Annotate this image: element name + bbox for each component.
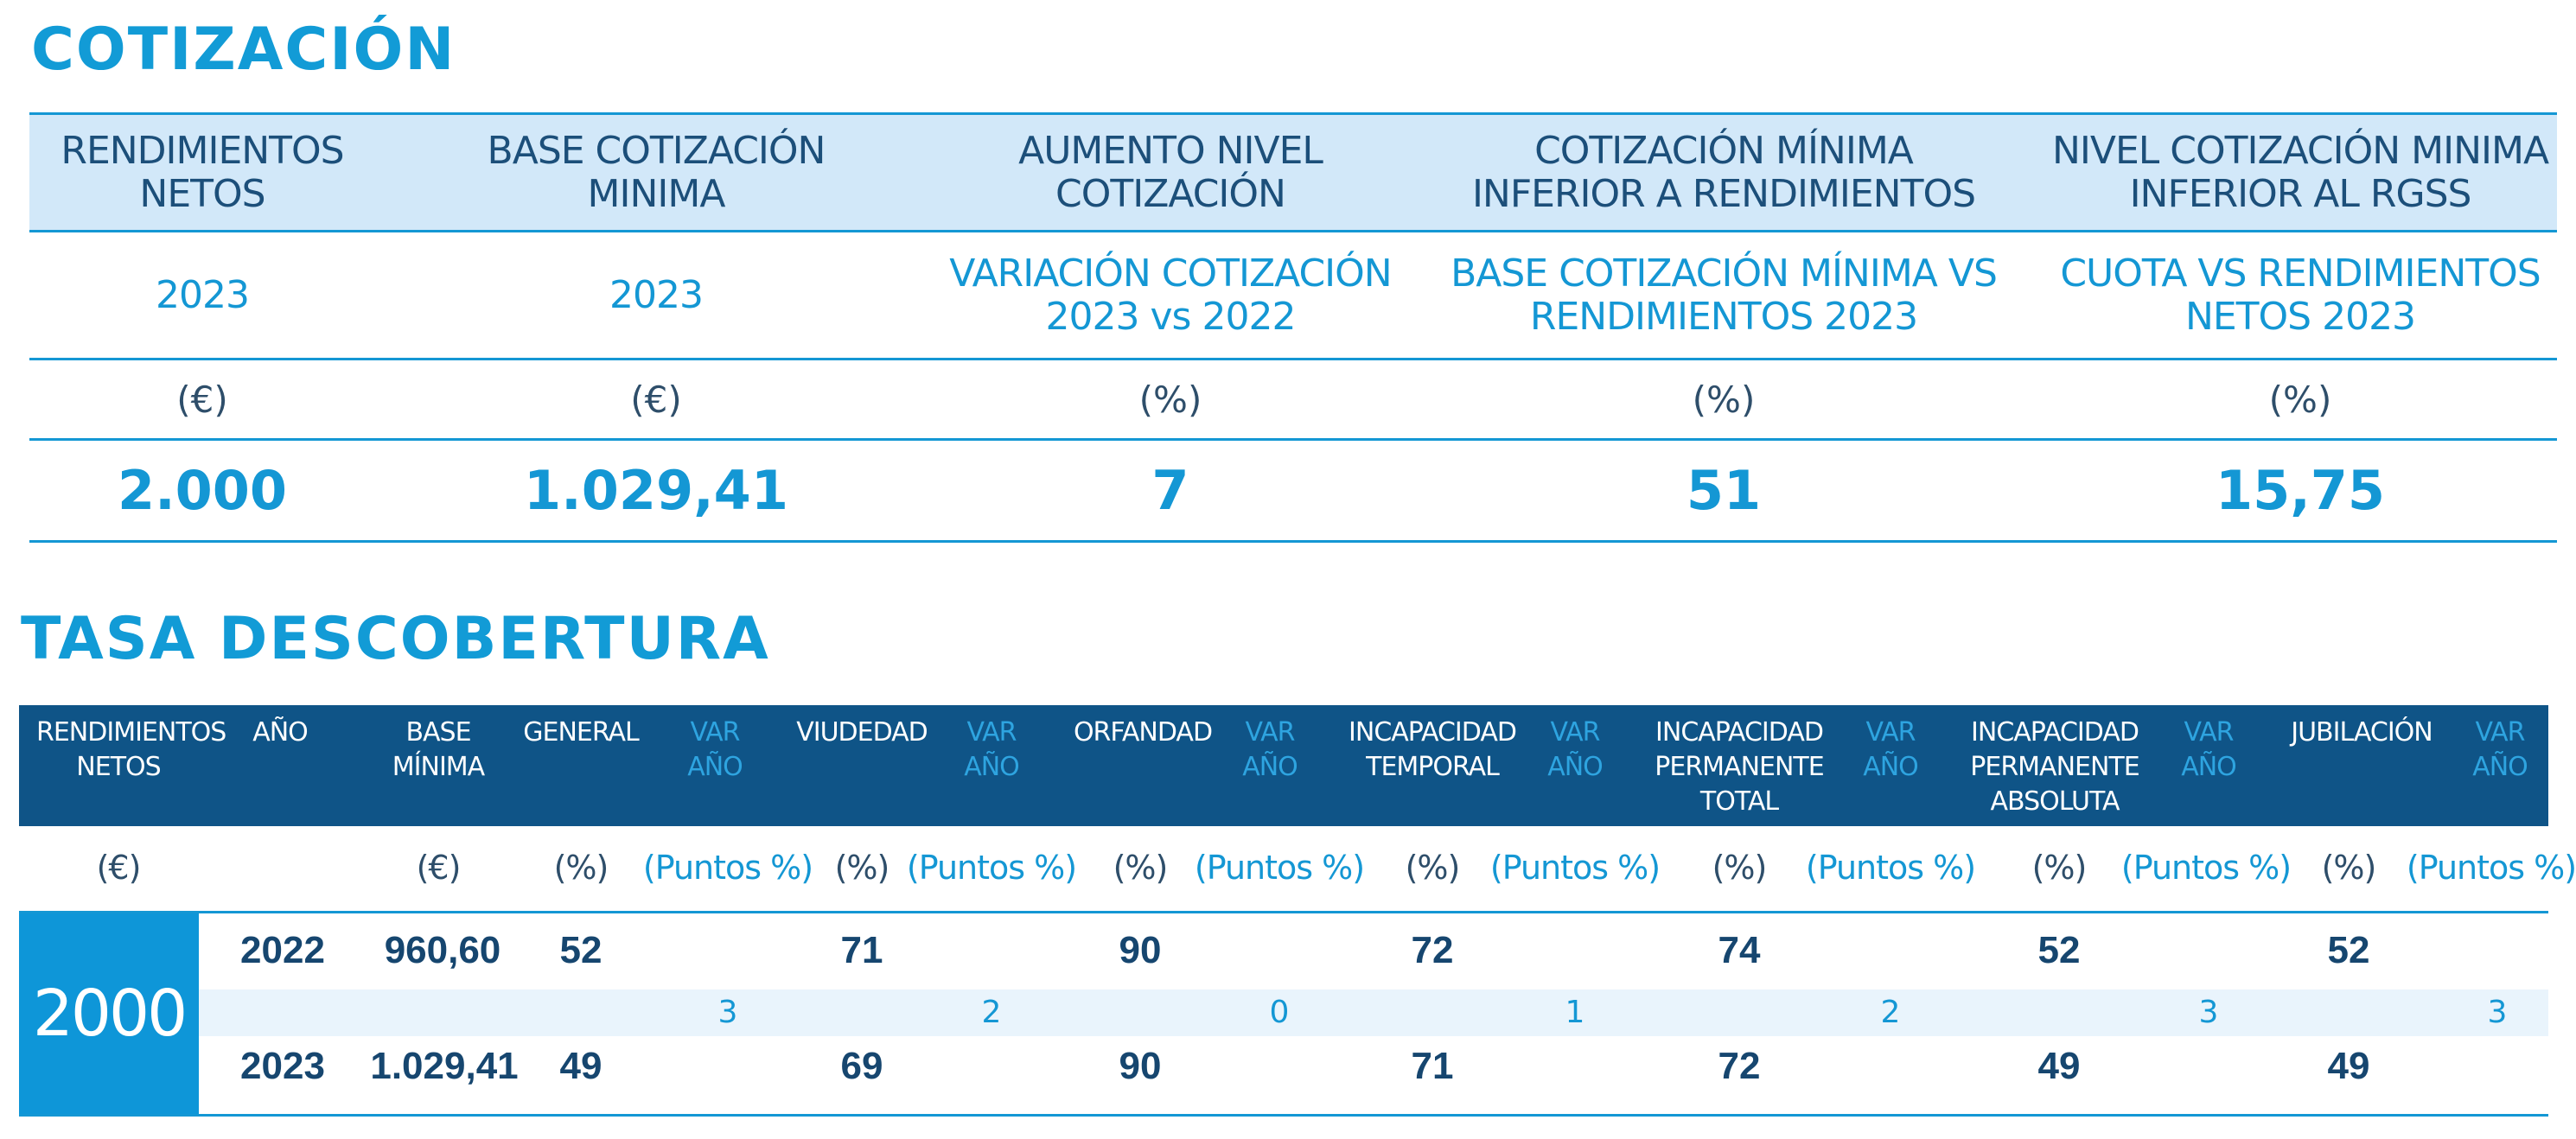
value-base-minima: 1.029,41 xyxy=(524,459,788,522)
row-2022-it: 72 xyxy=(1411,929,1454,971)
header-var-anio: VAR AÑO xyxy=(2472,717,2528,782)
var-ipt: 2 xyxy=(1880,995,1901,1030)
header-jubilacion: JUBILACIÓN xyxy=(2291,717,2433,748)
tasa-title: TASA DESCOBERTURA xyxy=(21,605,770,673)
variation-band xyxy=(199,989,2548,1036)
row-2022-general: 52 xyxy=(559,929,603,971)
row-2023-viudedad: 69 xyxy=(840,1045,883,1087)
row-2022-jubilacion: 52 xyxy=(2327,929,2370,971)
sub-rendimientos: 2023 xyxy=(156,272,250,317)
row-2023-orfandad: 90 xyxy=(1119,1045,1162,1087)
row-2022-ipa: 52 xyxy=(2037,929,2081,971)
unit-cell: (%) xyxy=(2268,378,2332,421)
cotizacion-title: COTIZACIÓN xyxy=(31,16,456,84)
header-cotizacion-minima-inferior: COTIZACIÓN MÍNIMA INFERIOR A RENDIMIENTOS xyxy=(1471,128,1976,216)
header-incapacidad-temporal: INCAPACIDAD TEMPORAL xyxy=(1349,717,1517,782)
row-2022-viudedad: 71 xyxy=(840,929,883,971)
header-general: GENERAL xyxy=(523,717,639,748)
unit-pct: (%) xyxy=(1405,849,1461,887)
value-aumento: 7 xyxy=(1151,459,1189,522)
header-orfandad: ORFANDAD xyxy=(1073,717,1213,748)
unit-puntos: (Puntos %) xyxy=(906,849,1077,887)
value-nivel-cotizacion: 15,75 xyxy=(2215,459,2386,522)
row-2023-it: 71 xyxy=(1411,1045,1454,1087)
unit-euro: (€) xyxy=(96,849,142,887)
tasa-units-row: (€) (€) (%) (Puntos %) (%) (Puntos %) (%… xyxy=(19,826,2576,913)
header-base-minima: BASE MÍNIMA xyxy=(392,717,485,782)
tasa-body: 2000 2022 960,60 52 71 90 72 74 52 52 3 … xyxy=(19,913,2548,1117)
header-rendimientos-netos: RENDIMIENTOS NETOS xyxy=(36,717,226,782)
cotizacion-values-row: 2.000 1.029,41 7 51 15,75 xyxy=(29,441,2557,543)
unit-cell: (€) xyxy=(630,378,682,421)
unit-cell: (€) xyxy=(176,378,228,421)
sub-cuota-vs-rendimientos: CUOTA VS RENDIMIENTOS NETOS 2023 xyxy=(2060,251,2541,339)
unit-cell: (%) xyxy=(1692,378,1756,421)
header-var-anio: VAR AÑO xyxy=(2181,717,2237,782)
cotizacion-subheader-row: 2023 2023 VARIACIÓN COTIZACIÓN 2023 vs 20… xyxy=(29,232,2557,360)
unit-pct: (%) xyxy=(2031,849,2088,887)
var-orfandad: 0 xyxy=(1269,995,1290,1030)
header-var-anio: VAR AÑO xyxy=(1242,717,1298,782)
unit-puntos: (Puntos %) xyxy=(2120,849,2292,887)
var-general: 3 xyxy=(717,995,738,1030)
row-2023-base: 1.029,41 xyxy=(370,1045,519,1087)
unit-pct: (%) xyxy=(2321,849,2377,887)
header-rendimientos-netos: RENDIMIENTOS NETOS xyxy=(61,128,344,216)
row-2023-general: 49 xyxy=(559,1045,603,1087)
unit-euro: (€) xyxy=(416,849,462,887)
tasa-table: RENDIMIENTOS NETOS AÑO BASE MÍNIMA GENERAL… xyxy=(19,705,2576,1117)
tasa-header-row: RENDIMIENTOS NETOS AÑO BASE MÍNIMA GENERAL… xyxy=(19,705,2548,826)
row-2023-jubilacion: 49 xyxy=(2327,1045,2370,1087)
header-var-anio: VAR AÑO xyxy=(687,717,743,782)
unit-puntos: (Puntos %) xyxy=(2406,849,2576,887)
rendimientos-label: 2000 xyxy=(19,913,199,1114)
row-2023-ipa: 49 xyxy=(2037,1045,2081,1087)
row-2022-ipt: 74 xyxy=(1718,929,1761,971)
unit-puntos: (Puntos %) xyxy=(642,849,813,887)
unit-puntos: (Puntos %) xyxy=(1194,849,1365,887)
cotizacion-table: RENDIMIENTOS NETOS BASE COTIZACIÓN MINIMA … xyxy=(29,112,2557,543)
row-2023-ipt: 72 xyxy=(1718,1045,1761,1087)
cotizacion-units-row: (€) (€) (%) (%) (%) xyxy=(29,360,2557,441)
cotizacion-header-row: RENDIMIENTOS NETOS BASE COTIZACIÓN MINIMA … xyxy=(29,112,2557,232)
var-it: 1 xyxy=(1565,995,1585,1030)
row-2022-orfandad: 90 xyxy=(1119,929,1162,971)
header-var-anio: VAR AÑO xyxy=(964,717,1020,782)
sub-variacion: VARIACIÓN COTIZACIÓN 2023 vs 2022 xyxy=(949,251,1392,339)
header-anio: AÑO xyxy=(252,717,309,748)
header-viudedad: VIUDEDAD xyxy=(796,717,928,748)
value-cotizacion-minima: 51 xyxy=(1686,459,1762,522)
header-incapacidad-permanente-absoluta: INCAPACIDAD PERMANENTE ABSOLUTA xyxy=(1970,717,2139,817)
unit-cell: (%) xyxy=(1138,378,1202,421)
unit-pct: (%) xyxy=(834,849,890,887)
row-2022-base: 960,60 xyxy=(384,929,501,971)
header-var-anio: VAR AÑO xyxy=(1863,717,1919,782)
var-ipa: 3 xyxy=(2198,995,2219,1030)
var-jubilacion: 3 xyxy=(2487,995,2508,1030)
unit-puntos: (Puntos %) xyxy=(1805,849,1976,887)
value-rendimientos: 2.000 xyxy=(117,459,288,522)
row-2023-anio: 2023 xyxy=(240,1045,325,1087)
unit-pct: (%) xyxy=(553,849,609,887)
header-base-cotizacion-minima: BASE COTIZACIÓN MINIMA xyxy=(487,128,826,216)
unit-puntos: (Puntos %) xyxy=(1489,849,1661,887)
header-nivel-cotizacion-rgss: NIVEL COTIZACIÓN MINIMA INFERIOR AL RGSS xyxy=(2051,128,2549,216)
header-incapacidad-permanente-total: INCAPACIDAD PERMANENTE TOTAL xyxy=(1655,717,1824,817)
unit-pct: (%) xyxy=(1113,849,1169,887)
unit-pct: (%) xyxy=(1712,849,1768,887)
row-2022-anio: 2022 xyxy=(240,929,325,971)
header-var-anio: VAR AÑO xyxy=(1547,717,1604,782)
sub-base: 2023 xyxy=(609,272,704,317)
sub-base-vs-rendimientos: BASE COTIZACIÓN MÍNIMA VS RENDIMIENTOS 20… xyxy=(1451,251,1998,339)
var-viudedad: 2 xyxy=(981,995,1002,1030)
header-aumento-nivel-cotizacion: AUMENTO NIVEL COTIZACIÓN xyxy=(1018,128,1323,216)
